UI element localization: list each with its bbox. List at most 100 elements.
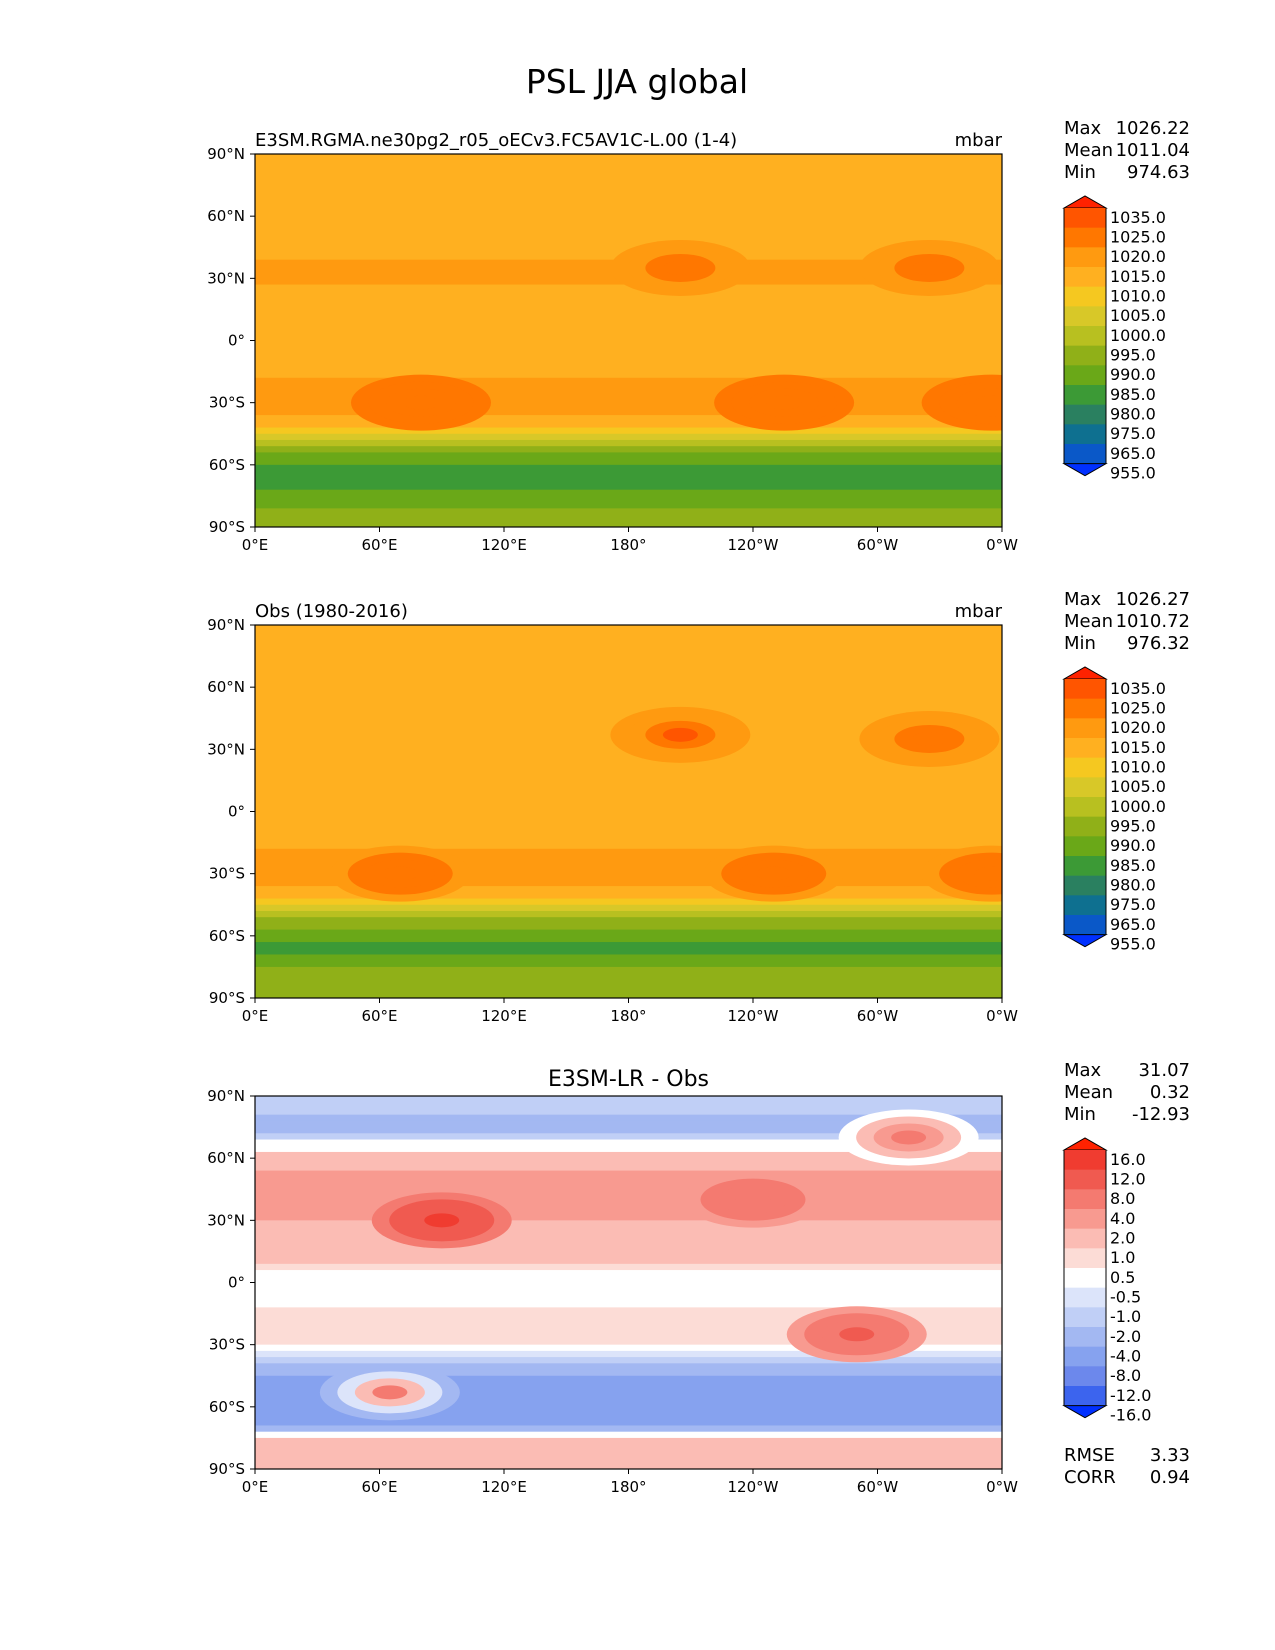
- colorbar-swatch: [1064, 816, 1106, 837]
- anomaly-contour: [911, 731, 947, 746]
- colorbar-swatch: [1064, 1327, 1106, 1348]
- colorbar-swatch: [1064, 1169, 1106, 1190]
- lat-band: [255, 867, 1002, 875]
- colorbar-swatch: [1064, 267, 1106, 288]
- colorbar-swatch: [1064, 718, 1106, 739]
- colorbar-swatch: [1064, 875, 1106, 896]
- colorbar-level-label: -8.0: [1110, 1366, 1141, 1385]
- stat-value: 1026.22: [1116, 118, 1190, 139]
- colorbar-swatch: [1064, 856, 1106, 877]
- colorbar-level-label: -2.0: [1110, 1327, 1141, 1346]
- lat-band: [255, 303, 1002, 311]
- lat-band: [255, 365, 1002, 373]
- y-tick-label: 0°: [228, 803, 245, 821]
- colorbar: 1035.01025.01020.01015.01010.01005.01000…: [1062, 195, 1166, 483]
- lat-band: [255, 861, 1002, 869]
- lat-band: [255, 948, 1002, 956]
- panel-title-center: E3SM-LR - Obs: [548, 1067, 709, 1092]
- panel-units: mbar: [955, 130, 1003, 151]
- colorbar-level-label: 1010.0: [1110, 287, 1166, 306]
- stat-label: Min: [1064, 1104, 1096, 1125]
- lat-band: [255, 1400, 1002, 1408]
- y-tick-label: 0°: [228, 332, 245, 350]
- stat-label: Min: [1064, 633, 1096, 654]
- colorbar-extend-min: [1062, 934, 1108, 948]
- lat-band: [255, 284, 1002, 292]
- x-tick-label: 60°W: [857, 1007, 899, 1025]
- lat-band: [255, 1307, 1002, 1315]
- lat-band: [255, 1282, 1002, 1290]
- lat-band: [255, 1214, 1002, 1221]
- y-tick-label: 60°S: [209, 456, 245, 474]
- colorbar-level-label: 980.0: [1110, 405, 1156, 424]
- lat-band: [255, 1444, 1002, 1451]
- lat-band: [255, 1462, 1002, 1469]
- lat-band: [255, 315, 1002, 323]
- lat-band: [255, 1238, 1002, 1246]
- lat-band: [255, 1344, 1002, 1352]
- lat-band: [255, 427, 1002, 435]
- lat-band: [255, 191, 1002, 199]
- anomaly-contour: [735, 1192, 771, 1207]
- lat-band: [255, 656, 1002, 663]
- x-tick-label: 180°: [610, 1478, 646, 1496]
- colorbar-level-label: 980.0: [1110, 876, 1156, 895]
- lat-band: [255, 371, 1002, 379]
- lat-band: [255, 1096, 1002, 1103]
- lat-band: [255, 1388, 1002, 1395]
- lat-band: [255, 228, 1002, 236]
- lat-band: [255, 643, 1002, 651]
- stat-value: 1010.72: [1116, 611, 1190, 632]
- stat-value: 976.32: [1127, 633, 1190, 654]
- colorbar-swatch: [1064, 895, 1106, 916]
- lat-band: [255, 823, 1002, 831]
- y-tick-label: 90°S: [209, 1460, 245, 1478]
- anomaly-contour: [403, 395, 439, 410]
- lat-band: [255, 848, 1002, 856]
- lat-band: [255, 979, 1002, 987]
- colorbar-swatch: [1064, 385, 1106, 406]
- lat-band: [255, 1183, 1002, 1190]
- stat-label: Max: [1064, 118, 1102, 139]
- lat-band: [255, 1226, 1002, 1234]
- lat-band: [255, 178, 1002, 186]
- lat-band: [255, 359, 1002, 366]
- lat-band: [255, 1456, 1002, 1464]
- lat-band: [255, 1170, 1002, 1178]
- lat-band: [255, 309, 1002, 317]
- panel-title-left: E3SM.RGMA.ne30pg2_r05_oECv3.FC5AV1C-L.00…: [255, 130, 737, 151]
- x-tick-label: 120°E: [481, 1007, 527, 1025]
- stat-value: 1011.04: [1116, 140, 1190, 161]
- lat-band: [255, 197, 1002, 205]
- lat-band: [255, 693, 1002, 701]
- lat-band: [255, 680, 1002, 688]
- stat-value: 31.07: [1138, 1060, 1190, 1081]
- y-tick-label: 60°N: [207, 678, 245, 696]
- y-tick-label: 90°S: [209, 518, 245, 536]
- colorbar-swatch: [1064, 306, 1106, 327]
- stat-label: Max: [1064, 1060, 1102, 1081]
- lat-band: [255, 1139, 1002, 1147]
- lat-band: [255, 1437, 1002, 1445]
- lat-band: [255, 780, 1002, 788]
- lat-band: [255, 1276, 1002, 1284]
- figure-title: PSL JJA global: [526, 62, 748, 101]
- lat-band: [255, 1127, 1002, 1134]
- colorbar-swatch: [1064, 1287, 1106, 1308]
- x-tick-label: 120°W: [728, 1007, 779, 1025]
- x-tick-label: 0°E: [242, 536, 269, 554]
- lat-band: [255, 328, 1002, 335]
- lat-band: [255, 1120, 1002, 1128]
- anomaly-contour: [891, 1130, 927, 1145]
- colorbar-swatch: [1064, 208, 1106, 229]
- lat-band: [255, 805, 1002, 813]
- lat-band: [255, 334, 1002, 342]
- lat-band: [255, 402, 1002, 410]
- stat-value: -12.93: [1132, 1104, 1190, 1125]
- lat-band: [255, 755, 1002, 763]
- lat-band: [255, 1375, 1002, 1383]
- panel-1: 0°E 60°E 120°E 180° 120°W 60°W 0°W 90°N 60°N 30°N…: [207, 118, 1190, 554]
- lat-band: [255, 1108, 1002, 1116]
- lat-band: [255, 1133, 1002, 1141]
- colorbar-swatch: [1064, 1366, 1106, 1387]
